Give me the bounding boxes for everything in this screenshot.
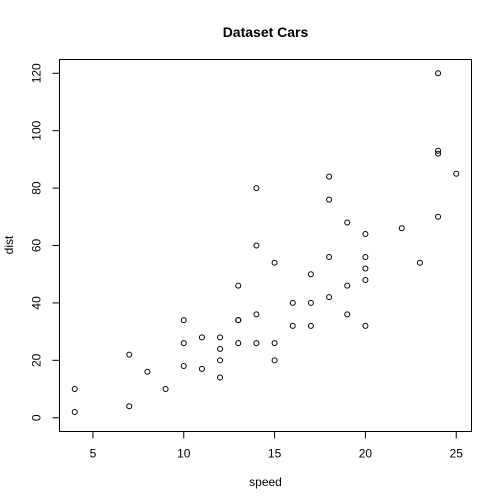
data-point [162, 386, 169, 393]
data-point [416, 259, 423, 266]
y-tick-label: 80 [30, 181, 44, 195]
data-point [362, 265, 369, 272]
y-tick-label: 0 [30, 414, 44, 421]
x-axis-label: speed [249, 475, 282, 489]
data-point [344, 311, 351, 318]
data-point [435, 70, 442, 77]
x-tick-label: 10 [177, 447, 191, 461]
y-tick-label: 100 [30, 120, 44, 140]
plot-frame [59, 59, 472, 432]
data-point [180, 363, 187, 370]
data-point [289, 322, 296, 329]
data-point [435, 150, 442, 157]
data-point [253, 185, 260, 192]
data-point [344, 282, 351, 289]
y-tick-label: 20 [30, 353, 44, 367]
data-point [235, 317, 242, 324]
data-point [126, 351, 133, 358]
y-axis-label: dist [2, 235, 16, 254]
data-point [144, 368, 151, 375]
data-points [71, 70, 460, 415]
data-point [362, 253, 369, 260]
data-point [326, 173, 333, 180]
data-point [253, 242, 260, 249]
data-point [344, 219, 351, 226]
data-point [217, 334, 224, 341]
data-point [271, 259, 278, 266]
data-point [217, 374, 224, 381]
x-tick-label: 5 [90, 447, 97, 461]
y-tick-label: 60 [30, 239, 44, 253]
data-point [235, 282, 242, 289]
data-point [71, 408, 78, 415]
x-axis: 5 10 15 20 25 [90, 431, 464, 461]
data-point [307, 322, 314, 329]
data-point [271, 340, 278, 347]
data-point [198, 365, 205, 372]
data-point [435, 213, 442, 220]
data-point [217, 345, 224, 352]
chart-title: Dataset Cars [223, 24, 309, 40]
data-point [253, 340, 260, 347]
data-point [453, 170, 460, 177]
data-point [326, 253, 333, 260]
data-point [435, 147, 442, 154]
x-tick-label: 25 [450, 447, 464, 461]
data-point [253, 311, 260, 318]
data-point [326, 196, 333, 203]
data-point [326, 294, 333, 301]
y-tick-label: 40 [30, 296, 44, 310]
data-point [362, 231, 369, 238]
data-point [307, 299, 314, 306]
data-point [362, 322, 369, 329]
y-axis: 0 20 40 60 80 100 120 [30, 63, 60, 421]
data-point [180, 340, 187, 347]
y-tick-label: 120 [30, 63, 44, 83]
data-point [271, 357, 278, 364]
x-tick-label: 15 [268, 447, 282, 461]
data-point [217, 357, 224, 364]
data-point [398, 225, 405, 232]
data-point [126, 403, 133, 410]
data-point [307, 271, 314, 278]
data-point [198, 334, 205, 341]
data-point [289, 299, 296, 306]
data-point [235, 340, 242, 347]
data-point [362, 276, 369, 283]
data-point [71, 386, 78, 393]
data-point [180, 317, 187, 324]
x-tick-label: 20 [359, 447, 373, 461]
